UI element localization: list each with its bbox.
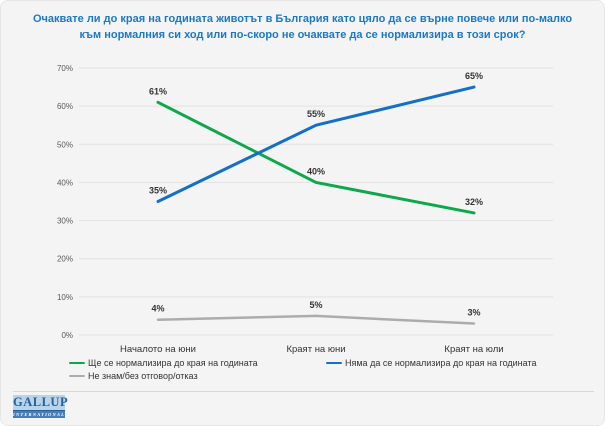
y-axis-tick-label: 70% bbox=[57, 64, 73, 73]
data-label: 4% bbox=[151, 304, 164, 314]
data-label: 61% bbox=[149, 86, 167, 96]
legend-label: Няма да се нормализира до края на година… bbox=[345, 358, 537, 368]
data-label: 35% bbox=[149, 186, 167, 196]
legend-item-will-normalize: Ще се нормализира до края на годината bbox=[69, 358, 258, 368]
x-axis-label: Краят на юли bbox=[444, 344, 503, 355]
gallup-logo: GALLUP INTERNATIONAL bbox=[13, 395, 69, 418]
y-axis-tick-label: 30% bbox=[57, 217, 73, 226]
y-axis-tick-label: 0% bbox=[61, 331, 73, 340]
y-axis-tick-label: 40% bbox=[57, 178, 73, 187]
footer-divider bbox=[13, 391, 594, 392]
legend-marker-gray-icon bbox=[69, 374, 85, 378]
y-axis-tick-label: 20% bbox=[57, 255, 73, 264]
chart-title: Очаквате ли до края на годината животът … bbox=[32, 13, 573, 41]
data-label: 40% bbox=[307, 166, 325, 176]
y-axis-tick-label: 10% bbox=[57, 293, 73, 302]
gallup-logo-wordmark: GALLUP bbox=[13, 395, 69, 411]
gallup-logo-subtitle: INTERNATIONAL bbox=[13, 411, 66, 418]
data-label: 5% bbox=[309, 300, 322, 310]
legend-item-wont-normalize: Няма да се нормализира до края на година… bbox=[326, 358, 536, 368]
line-series bbox=[156, 85, 476, 203]
data-label: 65% bbox=[465, 71, 483, 81]
data-label: 32% bbox=[465, 197, 483, 207]
y-axis-tick-label: 50% bbox=[57, 140, 73, 149]
legend-marker-green-icon bbox=[69, 361, 85, 365]
data-label: 3% bbox=[467, 308, 480, 318]
legend-label: Не знам/без отговор/отказ bbox=[88, 371, 198, 381]
x-axis-label: Началото на юни bbox=[120, 344, 196, 355]
x-axis-label: Краят на юни bbox=[286, 344, 345, 355]
line-series bbox=[156, 100, 476, 215]
y-axis-tick-label: 60% bbox=[57, 102, 73, 111]
chart-legend: Ще се нормализира до края на годината Ня… bbox=[1, 357, 604, 389]
legend-marker-blue-icon bbox=[326, 361, 342, 365]
line-series bbox=[156, 314, 476, 325]
legend-item-dont-know: Не знам/без отговор/отказ bbox=[69, 371, 198, 381]
legend-label: Ще се нормализира до края на годината bbox=[88, 358, 258, 368]
data-label: 55% bbox=[307, 109, 325, 119]
